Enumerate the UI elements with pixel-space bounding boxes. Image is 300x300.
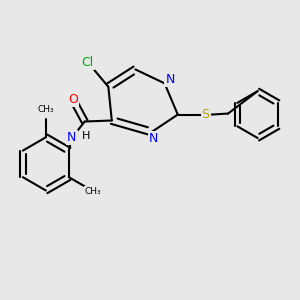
Text: CH₃: CH₃	[38, 105, 54, 114]
Text: S: S	[202, 108, 210, 121]
Text: N: N	[149, 132, 159, 145]
Text: H: H	[82, 131, 90, 141]
Text: N: N	[165, 73, 175, 85]
Text: Cl: Cl	[81, 56, 94, 69]
Text: O: O	[68, 93, 78, 106]
Text: N: N	[67, 131, 76, 144]
Text: CH₃: CH₃	[85, 187, 101, 196]
